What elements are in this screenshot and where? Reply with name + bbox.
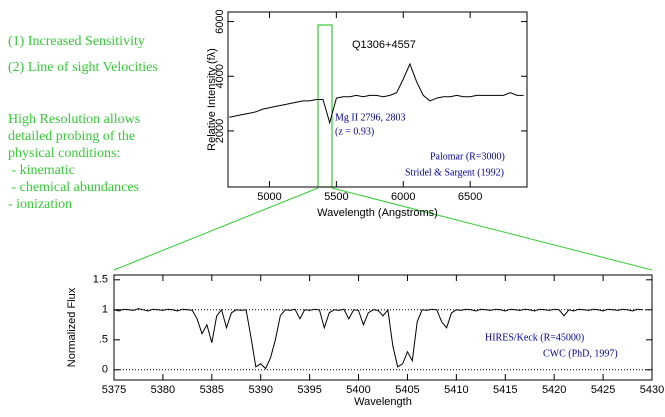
x-tick-label: 5415	[493, 384, 517, 396]
zoom-line	[331, 187, 653, 271]
chart-title: Q1306+4557	[352, 39, 416, 51]
y-axis-label: Normalized Flux	[66, 287, 78, 367]
x-tick-label: 5375	[102, 384, 126, 396]
slide-text: - ionization	[8, 197, 72, 212]
slide-text: detailed probing of the	[8, 129, 135, 144]
zoom-line	[113, 187, 319, 271]
spectrum	[229, 62, 524, 125]
x-tick-label: 6000	[391, 191, 415, 203]
y-tick-label: 1.5	[93, 274, 108, 286]
plot-frame	[227, 11, 528, 188]
x-tick-label: 5380	[151, 384, 175, 396]
y-axis-label: Relative Intensity (fλ)	[206, 48, 218, 151]
annotation: Palomar (R=3000)	[430, 151, 505, 162]
x-tick-label: 5000	[257, 191, 281, 203]
y-tick-label: 0	[102, 364, 108, 376]
annotation: Mg II 2796, 2803	[335, 112, 406, 123]
plot-frame	[113, 274, 653, 381]
y-tick-label: .5	[99, 334, 108, 346]
x-tick-label: 5400	[346, 384, 370, 396]
x-tick-label: 5405	[395, 384, 419, 396]
annotation: HIRES/Keck (R=45000)	[485, 332, 584, 343]
x-axis-label: Wavelength	[354, 396, 412, 408]
slide-text: - chemical abundances	[8, 180, 139, 195]
y-tick-label: 4000	[214, 64, 226, 88]
x-tick-label: 6500	[458, 191, 482, 203]
annotation: Stridel & Sargent (1992)	[405, 167, 504, 178]
y-tick-label: 2000	[214, 119, 226, 143]
y-tick-label: 6000	[214, 9, 226, 33]
x-tick-label: 5395	[297, 384, 321, 396]
x-axis-label: Wavelength (Angstroms)	[317, 207, 438, 219]
annotation: (z = 0.93)	[335, 126, 374, 137]
x-tick-label: 5500	[324, 191, 348, 203]
annotation: CWC (PhD, 1997)	[543, 348, 618, 359]
slide-text: High Resolution allows	[8, 112, 140, 127]
x-tick-label: 5420	[542, 384, 566, 396]
slide-text: - kinematic	[8, 163, 75, 178]
x-tick-label: 5425	[591, 384, 615, 396]
spectrum	[113, 308, 643, 370]
slide-text: (2) Line of sight Velocities	[8, 60, 158, 75]
x-tick-label: 5390	[248, 384, 272, 396]
slide-text: (1) Increased Sensitivity	[8, 34, 145, 49]
x-tick-label: 5385	[200, 384, 224, 396]
x-tick-label: 5410	[444, 384, 468, 396]
slide-text: physical conditions:	[8, 146, 120, 161]
y-tick-label: 1	[102, 304, 108, 316]
x-tick-label: 5430	[640, 384, 664, 396]
